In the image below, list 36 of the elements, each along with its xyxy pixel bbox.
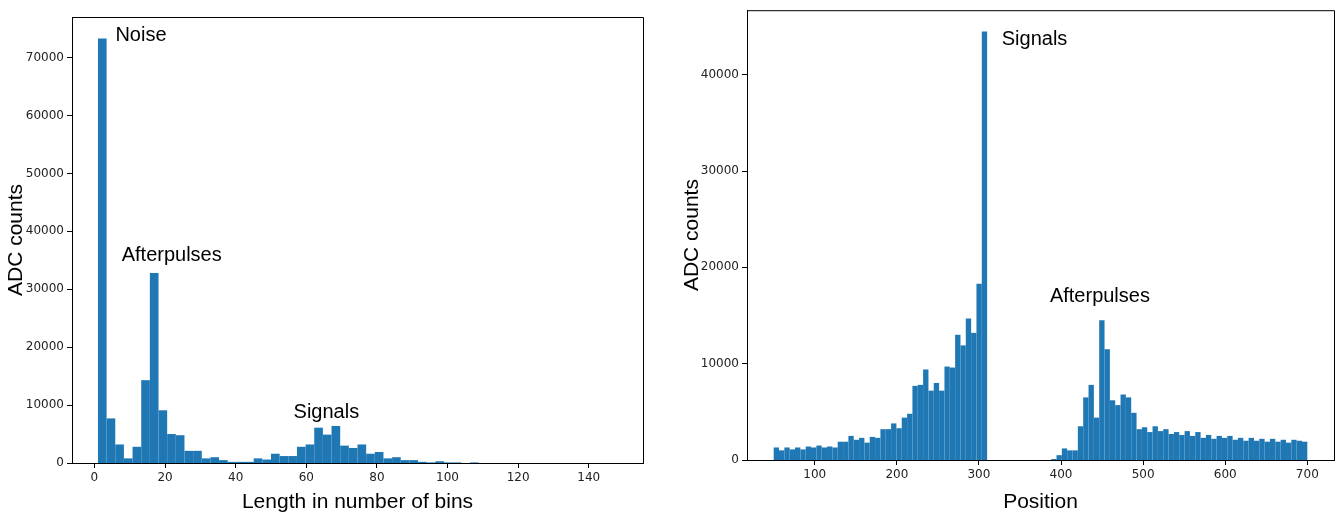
annotation: Noise — [115, 23, 167, 46]
x-tick-label: 200 — [885, 467, 909, 482]
annotation: Signals — [293, 400, 360, 423]
y-tick-label: 40000 — [700, 66, 739, 81]
x-axis-title: Length in number of bins — [241, 489, 474, 513]
x-tick-label: 600 — [1213, 467, 1237, 482]
x-tick-label: 80 — [369, 470, 385, 485]
y-tick-label: 40000 — [25, 223, 64, 238]
y-axis-title: ADC counts — [3, 183, 27, 297]
x-tick-label: 0 — [90, 470, 99, 485]
x-tick-label: 300 — [967, 467, 991, 482]
y-tick-label: 20000 — [700, 259, 739, 274]
x-tick-label: 120 — [506, 470, 530, 485]
y-tick-label: 0 — [56, 455, 64, 470]
y-tick-label: 20000 — [25, 339, 64, 354]
annotation: Afterpulses — [121, 243, 222, 266]
x-tick-label: 20 — [157, 470, 173, 485]
x-tick-label: 100 — [436, 470, 459, 485]
y-tick-label: 50000 — [25, 165, 64, 180]
y-tick-label: 60000 — [25, 107, 64, 122]
x-tick-label: 500 — [1131, 467, 1155, 482]
y-tick-label: 70000 — [25, 49, 64, 64]
y-tick-label: 10000 — [700, 355, 739, 370]
annotation: Afterpulses — [1049, 283, 1150, 306]
y-tick-label: 0 — [731, 452, 739, 467]
y-tick-label: 10000 — [25, 397, 64, 412]
x-tick-label: 140 — [577, 470, 601, 485]
y-tick-label: 30000 — [700, 163, 739, 178]
x-axis-title: Position — [1003, 489, 1078, 513]
x-tick-label: 100 — [803, 467, 827, 482]
y-tick-label: 30000 — [25, 281, 64, 296]
x-tick-label: 60 — [298, 470, 314, 485]
annotation: Signals — [1001, 27, 1068, 50]
x-tick-label: 40 — [228, 470, 244, 485]
x-tick-label: 400 — [1049, 467, 1073, 482]
x-tick-label: 700 — [1295, 467, 1319, 482]
